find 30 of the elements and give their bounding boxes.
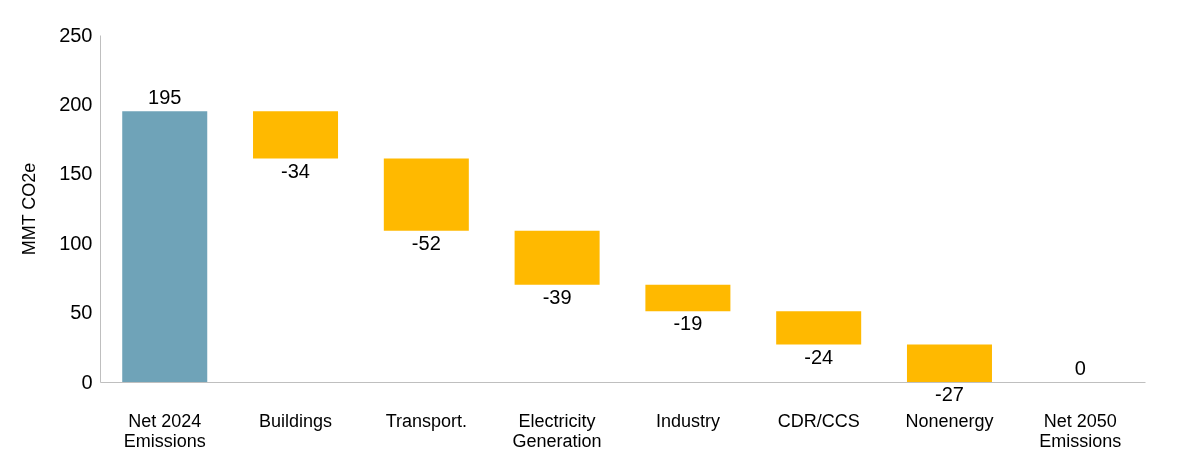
- data-label: 195: [148, 86, 182, 109]
- bar: [383, 158, 469, 231]
- x-tick-label: CDR/CCS: [777, 410, 860, 431]
- x-tick-label: Net 2024 Emissions: [123, 410, 206, 451]
- bar: [906, 344, 992, 382]
- y-tick-label: 200: [59, 92, 93, 115]
- x-tick-label: Industry: [655, 410, 720, 431]
- y-axis-title: MMT CO2e: [19, 162, 40, 256]
- data-label: -34: [281, 159, 310, 182]
- y-tick-label: 50: [70, 301, 93, 324]
- bar: [122, 111, 208, 382]
- bar: [253, 111, 339, 159]
- y-tick-label: 0: [81, 370, 93, 393]
- bar: [776, 311, 862, 345]
- y-tick-label: 100: [59, 231, 93, 254]
- data-label: -27: [935, 383, 964, 405]
- bar: [514, 230, 600, 285]
- data-label: -19: [673, 312, 703, 335]
- y-tick-label: 150: [59, 162, 93, 185]
- data-label: -52: [411, 231, 441, 254]
- data-label: -24: [804, 345, 834, 368]
- data-label: 0: [1074, 357, 1086, 379]
- y-tick-label: 250: [59, 23, 93, 46]
- x-tick-label: Nonenergy: [905, 410, 994, 431]
- x-tick-label: Buildings: [259, 410, 333, 431]
- x-tick-label: Transport.: [385, 410, 467, 431]
- x-tick-label: Electricity Generation: [512, 410, 602, 451]
- x-tick-label: Net 2050 Emissions: [1039, 410, 1122, 451]
- data-label: -39: [542, 285, 572, 308]
- bar: [645, 284, 731, 312]
